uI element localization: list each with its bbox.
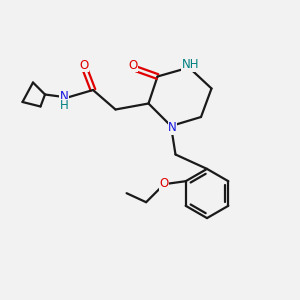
- Text: H: H: [59, 99, 68, 112]
- Text: O: O: [160, 177, 169, 190]
- Text: NH: NH: [182, 58, 199, 71]
- Text: O: O: [80, 58, 88, 72]
- Text: N: N: [168, 121, 177, 134]
- Text: O: O: [128, 59, 137, 72]
- Text: N: N: [59, 89, 68, 103]
